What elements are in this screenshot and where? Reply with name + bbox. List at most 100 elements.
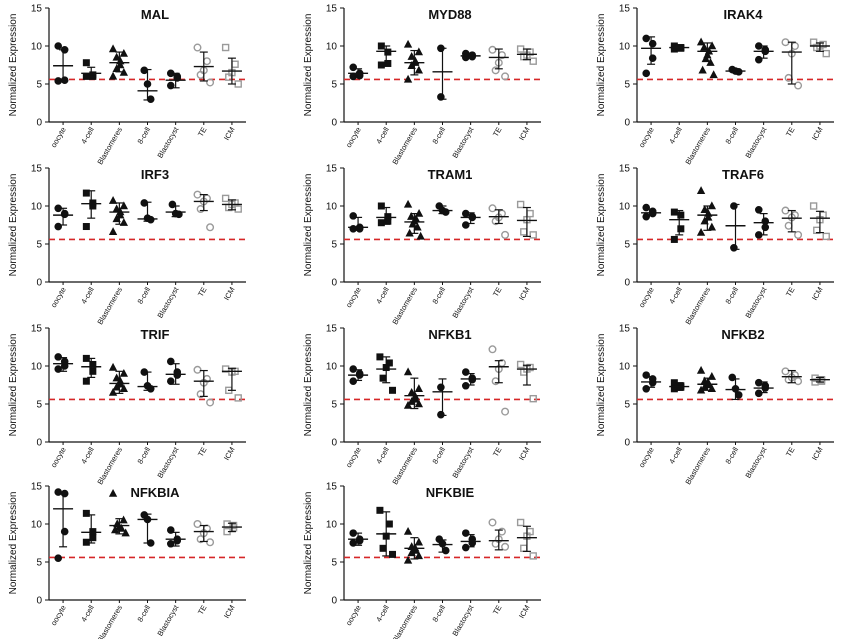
data-point (110, 525, 120, 534)
y-tick-label: 5 (331, 240, 337, 251)
data-point (529, 57, 537, 65)
data-point (403, 74, 413, 83)
data-point (648, 39, 657, 48)
x-tick-label: 8-cell (430, 445, 447, 465)
data-point (108, 227, 118, 236)
data-point (677, 225, 685, 233)
data-point (706, 58, 715, 66)
x-tick-label: ICM (517, 604, 532, 620)
data-point (389, 550, 397, 558)
x-tick-label: oocyte (49, 446, 68, 470)
data-point (407, 51, 416, 60)
x-tick-label: 4-cell (374, 125, 391, 145)
data-point (642, 385, 651, 393)
y-tick-label: 5 (624, 400, 630, 411)
data-point (89, 534, 97, 542)
data-point (403, 526, 413, 535)
data-point (488, 345, 497, 354)
x-tick-label: Blastomeres (683, 445, 712, 486)
x-tick-label: 8-cell (430, 285, 447, 305)
data-point (349, 212, 358, 220)
y-tick-label: 10 (31, 202, 43, 213)
data-point (407, 548, 416, 557)
y-tick-label: 15 (326, 4, 338, 15)
y-tick-label: 15 (326, 164, 338, 175)
data-point (461, 209, 470, 218)
data-point (698, 65, 707, 74)
data-point (54, 488, 63, 496)
data-point (403, 555, 413, 564)
chart-title: NFKB1 (428, 327, 471, 342)
data-point (414, 65, 424, 74)
data-point (173, 536, 182, 545)
data-point (119, 48, 129, 57)
data-point (54, 353, 63, 361)
data-point (234, 394, 242, 402)
data-point (376, 506, 384, 514)
data-point (700, 216, 709, 225)
x-tick-label: 4-cell (667, 445, 684, 465)
x-tick-label: Blastocyst (155, 285, 180, 320)
data-point (146, 215, 155, 224)
data-point (116, 210, 125, 219)
data-point (794, 230, 803, 239)
chart-panel: TRAM1 Normalized Expression 0 5 10 15 oocyte 4-… (303, 164, 541, 326)
data-point (108, 488, 118, 497)
data-point (516, 45, 525, 53)
data-point (728, 373, 737, 382)
data-point (696, 186, 706, 195)
data-point (707, 41, 717, 50)
x-tick-label: Blastomeres (95, 445, 124, 486)
data-point (416, 231, 425, 240)
y-axis-label: Normalized Expression (8, 14, 19, 117)
x-tick-label: oocyte (344, 126, 363, 150)
data-point (642, 371, 651, 379)
data-point (82, 509, 90, 517)
x-tick-label: Blastomeres (683, 285, 712, 326)
y-tick-label: 5 (331, 400, 337, 411)
y-tick-label: 0 (36, 438, 42, 449)
x-tick-label: Blastomeres (95, 285, 124, 326)
x-tick-label: oocyte (637, 126, 656, 150)
chart-title: TRIF (141, 327, 170, 342)
data-point (403, 39, 413, 48)
data-point (89, 367, 97, 375)
data-point (89, 202, 97, 210)
data-point (403, 400, 413, 409)
x-tick-label: 4-cell (667, 125, 684, 145)
x-tick-label: 8-cell (135, 445, 152, 465)
y-tick-label: 15 (31, 4, 43, 15)
x-tick-label: 8-cell (723, 285, 740, 305)
data-point (529, 231, 537, 239)
x-tick-label: ICM (517, 446, 532, 462)
y-tick-label: 5 (331, 558, 337, 569)
data-point (221, 43, 230, 52)
data-point (112, 373, 121, 382)
data-point (166, 81, 175, 90)
data-point (377, 61, 385, 69)
chart-title: NFKBIE (426, 485, 475, 500)
x-tick-label: oocyte (49, 286, 68, 310)
data-point (809, 202, 818, 210)
x-tick-label: 8-cell (135, 125, 152, 145)
y-tick-label: 15 (31, 482, 43, 493)
data-point (82, 189, 90, 197)
data-point (516, 360, 525, 369)
x-tick-label: ICM (222, 126, 237, 142)
y-tick-label: 15 (31, 324, 43, 335)
data-point (696, 227, 706, 236)
y-axis-label: Normalized Expression (596, 174, 607, 277)
data-point (193, 43, 202, 52)
data-point (349, 63, 358, 72)
x-tick-label: Blastocyst (743, 445, 768, 480)
data-point (168, 200, 177, 209)
chart-panel: MAL Normalized Expression 0 5 10 15 oocyte 4-ce… (8, 4, 246, 166)
x-tick-label: TE (491, 126, 504, 139)
chart-title: MYD88 (428, 7, 471, 22)
data-point (349, 72, 358, 81)
data-point (822, 232, 830, 241)
chart-panel: MYD88 Normalized Expression 0 5 10 15 oocyte 4-… (303, 4, 541, 166)
data-point (377, 219, 385, 227)
x-tick-label: TE (196, 126, 209, 139)
